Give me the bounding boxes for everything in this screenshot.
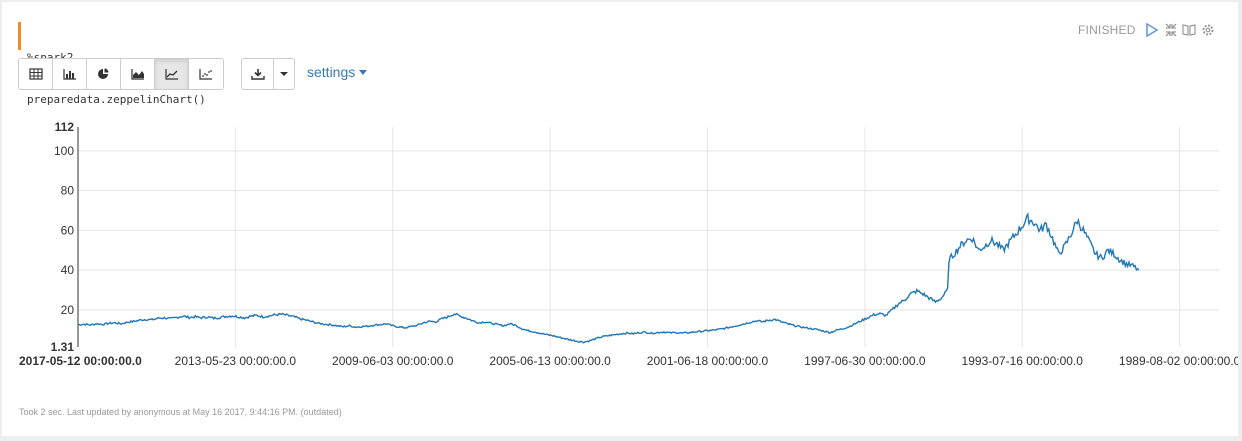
chart-series: [77, 212, 1140, 344]
scatter-chart-button[interactable]: [189, 59, 223, 89]
run-icon[interactable]: [1145, 22, 1159, 38]
gear-icon[interactable]: [1201, 22, 1215, 38]
chart-grid: [78, 127, 1219, 347]
download-group: [241, 58, 295, 90]
area-chart-icon: [130, 69, 144, 80]
x-tick-label: 2013-05-23 00:00:00.0: [175, 354, 297, 368]
x-tick-label: 2017-05-12 00:00:00.0: [19, 354, 142, 368]
expand-collapse-icon[interactable]: [1164, 22, 1178, 38]
line-chart: 20 40 60 80 100 1.31 112 2017-05-12 00:00:00.0 2…: [19, 120, 1238, 368]
download-icon: [250, 69, 265, 80]
x-tick-label: 2009-06-03 00:00:00.0: [332, 354, 454, 368]
x-tick-label: 2005-06-13 00:00:00.0: [489, 354, 611, 368]
line-chart-button[interactable]: [155, 59, 189, 89]
settings-toggle[interactable]: settings: [307, 64, 368, 80]
table-icon: [28, 68, 43, 80]
chart-labels: 20 40 60 80 100 1.31 112 2017-05-12 00:00:00.0 2…: [19, 120, 1238, 368]
y-tick-label: 20: [61, 303, 75, 317]
download-dropdown-button[interactable]: [274, 59, 294, 89]
scatter-chart-icon: [199, 69, 212, 80]
y-tick-label: 100: [54, 144, 74, 158]
pie-chart-button[interactable]: [87, 59, 121, 89]
paragraph-gutter: [18, 22, 21, 50]
status-label: FINISHED: [1078, 23, 1136, 37]
caret-down-icon: [280, 72, 288, 76]
footer-status: Took 2 sec. Last updated by anonymous at…: [19, 407, 342, 417]
settings-label: settings: [307, 64, 356, 80]
x-tick-label: 1989-08-02 00:00:00.0: [1119, 354, 1238, 368]
x-tick-label: 1993-07-16 00:00:00.0: [962, 354, 1084, 368]
pie-chart-icon: [97, 68, 108, 79]
book-icon[interactable]: [1182, 22, 1196, 38]
y-tick-label: 80: [61, 184, 75, 198]
code-line-2: preparedata.zeppelinChart(): [27, 93, 206, 106]
y-max-label: 112: [55, 120, 75, 134]
caret-down-icon: [359, 70, 368, 75]
x-tick-label: 2001-06-18 00:00:00.0: [647, 354, 769, 368]
bar-chart-icon: [62, 69, 76, 80]
chart-type-selector: [18, 58, 224, 90]
bar-chart-button[interactable]: [53, 59, 87, 89]
series-line: [77, 212, 1140, 344]
y-tick-label: 40: [61, 263, 75, 277]
area-chart-button[interactable]: [121, 59, 155, 89]
table-button[interactable]: [19, 59, 53, 89]
x-tick-label: 1997-06-30 00:00:00.0: [804, 354, 926, 368]
download-button[interactable]: [242, 59, 274, 89]
y-tick-label: 60: [61, 223, 75, 237]
line-chart-icon: [164, 69, 178, 80]
y-min-label: 1.31: [51, 340, 75, 354]
paragraph-cell: %spark2 preparedata.zeppelinChart() FINI…: [2, 2, 1238, 436]
